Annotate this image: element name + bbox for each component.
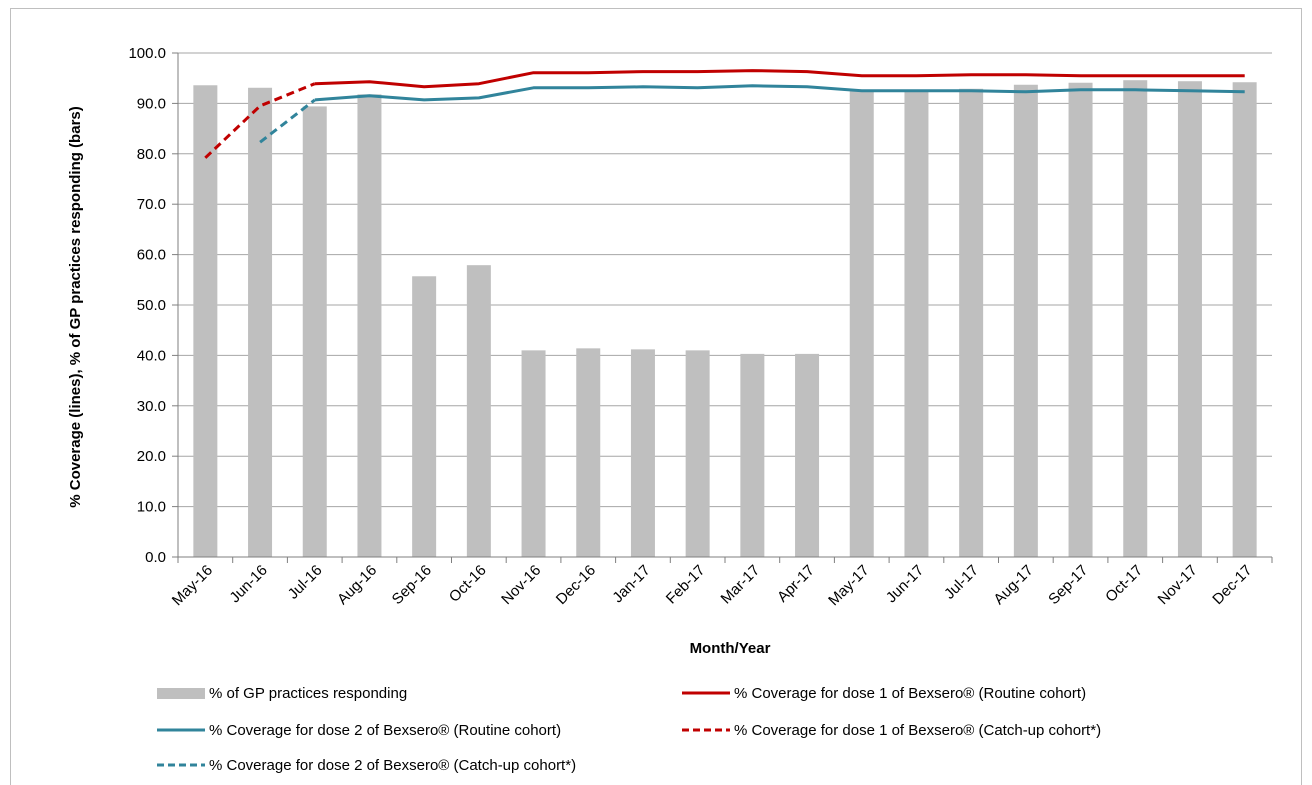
x-tick-label: Sep-16: [389, 562, 435, 608]
legend-label: % Coverage for dose 2 of Bexsero® (Catch…: [209, 757, 576, 774]
bars: [193, 80, 1257, 558]
bar: [795, 353, 820, 557]
y-tick-label: 10.0: [137, 499, 166, 516]
bar: [740, 353, 765, 557]
y-tick-label: 60.0: [137, 247, 166, 264]
y-tick-label: 100.0: [128, 45, 166, 62]
x-tick-label: Jun-17: [883, 562, 927, 606]
x-tick-label: Apr-17: [774, 562, 818, 606]
x-tick-label: Oct-17: [1102, 562, 1146, 606]
x-tick-label: Jan-17: [609, 562, 653, 606]
legend-label: % of GP practices responding: [209, 685, 407, 702]
x-tick-label: Dec-17: [1209, 562, 1255, 608]
bar: [576, 348, 601, 557]
series-line: [314, 84, 1245, 102]
x-tick-label: May-16: [169, 562, 216, 609]
bar: [302, 106, 327, 557]
y-tick-label: 90.0: [137, 95, 166, 112]
x-tick-label: May-17: [825, 562, 872, 609]
bar: [959, 88, 984, 557]
x-tick-label: Jul-16: [285, 562, 326, 603]
x-tick-label: Nov-16: [498, 562, 544, 608]
bar: [357, 94, 382, 557]
y-tick-label: 40.0: [137, 347, 166, 364]
y-tick-label: 80.0: [137, 146, 166, 163]
x-tick-label: Mar-17: [718, 562, 764, 608]
bar: [685, 350, 710, 557]
x-tick-label: Nov-17: [1155, 562, 1201, 608]
bar: [248, 87, 273, 557]
bar: [1177, 81, 1202, 557]
legend-label: % Coverage for dose 1 of Bexsero® (Catch…: [734, 722, 1101, 739]
lines: [204, 69, 1245, 159]
bar: [1013, 84, 1038, 557]
chart-frame: [10, 8, 1302, 785]
bar: [521, 350, 546, 557]
bar: [466, 265, 491, 557]
x-axis-title: Month/Year: [690, 640, 771, 657]
bar: [630, 349, 655, 557]
bar: [1232, 82, 1257, 558]
bar: [904, 89, 929, 558]
bar: [1123, 80, 1148, 557]
y-tick-label: 20.0: [137, 448, 166, 465]
legend-swatch: [157, 688, 205, 699]
y-tick-label: 30.0: [137, 398, 166, 415]
x-tick-label: Feb-17: [663, 562, 709, 608]
y-tick-label: 0.0: [145, 549, 166, 566]
legend-label: % Coverage for dose 1 of Bexsero® (Routi…: [734, 685, 1086, 702]
x-tick-label: Jul-17: [941, 562, 982, 603]
series-line: [314, 69, 1245, 89]
bar: [193, 85, 218, 558]
series-line: [259, 98, 316, 144]
bar: [412, 276, 437, 557]
x-tick-label: Jun-16: [226, 562, 270, 606]
y-tick-label: 70.0: [137, 196, 166, 213]
bar: [1068, 82, 1093, 558]
y-axis-title: % Coverage (lines), % of GP practices re…: [67, 106, 84, 508]
gridlines: [178, 52, 1272, 508]
x-tick-label: Aug-17: [990, 562, 1036, 608]
x-tick-label: Oct-16: [446, 562, 490, 606]
legend: % of GP practices responding % Coverage f…: [157, 685, 1101, 774]
x-tick-label: Dec-16: [553, 562, 599, 608]
x-tick-label: Sep-17: [1045, 562, 1091, 608]
y-tick-label: 50.0: [137, 297, 166, 314]
legend-label: % Coverage for dose 2 of Bexsero® (Routi…: [209, 722, 561, 739]
bar: [849, 89, 874, 558]
x-tick-label: Aug-16: [334, 562, 380, 608]
